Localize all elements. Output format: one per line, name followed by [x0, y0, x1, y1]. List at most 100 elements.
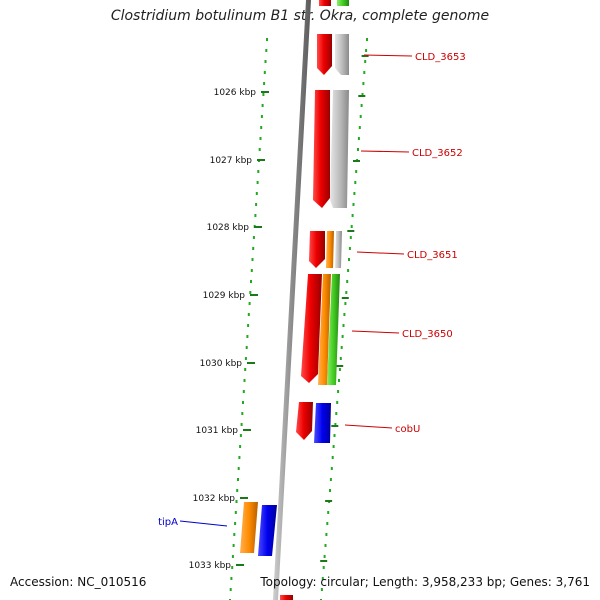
scale-tick	[243, 429, 251, 431]
gene-leader-line	[356, 251, 405, 255]
ruler-dot	[361, 93, 364, 96]
gene-leader-line	[179, 520, 228, 527]
ruler-dot	[321, 577, 324, 580]
ruler-dot	[266, 38, 268, 41]
ruler-dot	[342, 324, 345, 327]
gene-cld-3653	[317, 34, 349, 75]
ruler-dot	[254, 214, 257, 217]
ruler-dot	[247, 313, 250, 316]
scale-tick	[261, 91, 269, 93]
gene-label: CLD_3652	[412, 148, 463, 159]
scale-label: 1033 kbp	[189, 561, 232, 571]
ruler-dot	[234, 522, 237, 525]
ruler-dot	[258, 148, 261, 151]
ruler-dot	[353, 192, 356, 195]
ruler-dot	[260, 115, 263, 118]
ruler-dot	[250, 280, 252, 283]
scale-tick	[236, 564, 244, 566]
scale-tick	[240, 497, 248, 499]
scale-label: 1026 kbp	[214, 88, 257, 98]
ruler-dot	[239, 445, 242, 448]
ruler-dot	[231, 555, 234, 558]
ruler-dot	[337, 390, 340, 393]
ruler-dot	[323, 555, 326, 558]
ruler-dot	[246, 335, 249, 338]
accession-label: Accession: NC_010516	[10, 575, 147, 589]
ruler-dots-right	[320, 38, 369, 600]
ruler-dot	[247, 324, 250, 327]
ruler-dot	[251, 258, 254, 261]
ruler-dot	[329, 489, 331, 492]
gene-label: CLD_3653	[415, 52, 466, 63]
scale-label: 1028 kbp	[207, 223, 250, 233]
gene-label: CLD_3650	[402, 329, 453, 340]
ruler-dot	[242, 390, 245, 393]
ruler-dot	[250, 269, 253, 272]
scale-label: 1032 kbp	[193, 494, 236, 504]
ruler-dot	[363, 71, 366, 74]
ruler-dot	[252, 247, 255, 250]
ruler-dot	[349, 236, 352, 239]
ruler-dot	[331, 456, 334, 459]
scale-ticks: 1026 kbp 1027 kbp 1028 kbp 1029 kbp 1030 kbp…	[189, 88, 269, 571]
ruler-dot	[364, 60, 367, 63]
ruler-dot	[325, 533, 328, 536]
ruler-tick	[347, 230, 355, 232]
ruler-dot	[366, 38, 368, 41]
scale-tick	[254, 226, 262, 228]
ruler-dot	[243, 379, 246, 382]
ruler-dot	[327, 511, 330, 514]
genome-stats: Topology: circular; Length: 3,958,233 bp…	[260, 575, 590, 589]
ruler-dot	[229, 588, 232, 591]
ruler-dot	[255, 192, 258, 195]
ruler-dot	[346, 280, 349, 283]
ruler-dot	[330, 467, 333, 470]
ruler-dot	[260, 126, 263, 129]
ruler-dot	[358, 126, 361, 129]
ruler-dot	[338, 379, 340, 382]
ruler-dot	[259, 137, 262, 140]
ruler-dot	[265, 49, 268, 52]
scale-label: 1029 kbp	[203, 291, 246, 301]
ruler-dot	[344, 302, 347, 305]
ruler-dot	[365, 49, 368, 52]
ruler-dot	[263, 71, 266, 74]
gene-top-cropped	[319, 0, 349, 6]
ruler-dot	[241, 412, 244, 415]
scale-label: 1030 kbp	[200, 359, 243, 369]
ruler-dot	[233, 533, 236, 536]
ruler-dot	[351, 214, 354, 217]
ruler-dot	[355, 170, 358, 173]
ruler-dot	[345, 291, 348, 294]
gene-label: tipA	[158, 517, 178, 528]
gene-leader-line	[363, 54, 413, 57]
ruler-dots-left	[229, 38, 268, 600]
ruler-tick	[336, 365, 344, 367]
ruler-dot	[252, 236, 255, 239]
ruler-dot	[336, 401, 339, 404]
ruler-tick	[358, 95, 366, 97]
ruler-dot	[244, 368, 247, 371]
ruler-dot	[238, 456, 241, 459]
ruler-dot	[242, 401, 244, 404]
ruler-dot	[348, 247, 351, 250]
ruler-dot	[244, 357, 247, 360]
gene-cld-3652	[313, 90, 349, 208]
gene-cobU	[296, 402, 331, 443]
genome-backbone	[273, 0, 311, 600]
ruler-dot	[240, 423, 243, 426]
gene-bottom-cropped	[280, 595, 293, 600]
ruler-dot	[235, 500, 238, 503]
gene-label: CLD_3651	[407, 250, 458, 261]
ruler-dot	[352, 203, 355, 206]
scale-tick	[250, 294, 258, 296]
gene-leader-line	[344, 424, 393, 429]
ruler-dot	[340, 346, 343, 349]
ruler-dot	[348, 258, 350, 261]
ruler-dot	[334, 423, 337, 426]
ruler-dot	[329, 478, 332, 481]
ruler-dot	[324, 544, 327, 547]
gene-tipA	[240, 502, 277, 556]
gene-cld-3650	[301, 274, 340, 385]
ruler-dot	[338, 368, 341, 371]
